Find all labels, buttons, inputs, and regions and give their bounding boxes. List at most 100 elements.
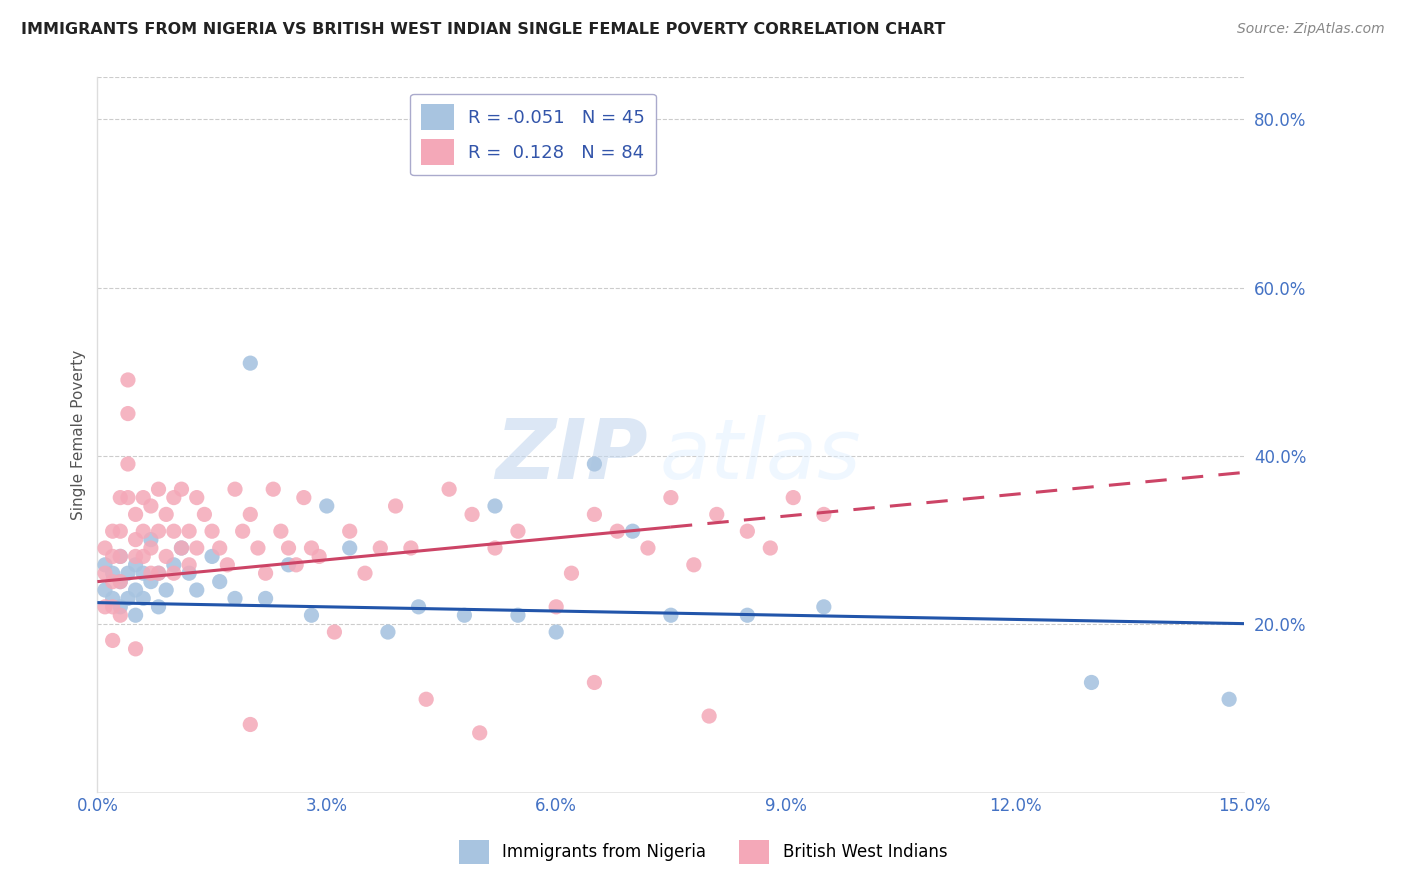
Point (201, 549, 224, 564)
Point (217, 558, 239, 572)
Point (139, 499, 162, 513)
Point (506, 608, 529, 623)
Point (339, 541, 361, 555)
Y-axis label: Single Female Poverty: Single Female Poverty (72, 350, 86, 520)
Point (637, 541, 659, 555)
Point (437, 482, 460, 496)
Point (368, 541, 391, 555)
Point (224, 482, 246, 496)
Point (315, 499, 337, 513)
Point (163, 524, 186, 539)
Point (94, 582, 117, 597)
Point (208, 541, 231, 555)
Point (101, 524, 124, 539)
Point (94, 566, 117, 581)
Point (292, 491, 315, 505)
Point (1080, 675, 1102, 690)
Point (193, 508, 215, 522)
Point (301, 608, 323, 623)
Point (117, 591, 139, 606)
Point (706, 508, 728, 522)
Point (682, 558, 704, 572)
Point (377, 625, 399, 640)
Point (399, 541, 422, 555)
Point (132, 491, 155, 505)
Point (277, 541, 299, 555)
Point (170, 541, 193, 555)
Point (117, 373, 139, 387)
Point (560, 566, 582, 581)
Point (461, 508, 484, 522)
Point (179, 566, 201, 581)
Text: IMMIGRANTS FROM NIGERIA VS BRITISH WEST INDIAN SINGLE FEMALE POVERTY CORRELATION: IMMIGRANTS FROM NIGERIA VS BRITISH WEST … (21, 22, 945, 37)
Point (110, 524, 132, 539)
Point (813, 599, 835, 614)
Text: ZIP: ZIP (495, 416, 648, 497)
Point (139, 541, 162, 555)
Point (139, 566, 162, 581)
Point (163, 491, 186, 505)
Point (339, 524, 361, 539)
Point (110, 574, 132, 589)
Point (124, 549, 146, 564)
Point (101, 633, 124, 648)
Point (155, 549, 177, 564)
Point (782, 491, 804, 505)
Point (94, 541, 117, 555)
Point (155, 582, 177, 597)
Point (659, 491, 682, 505)
Point (208, 574, 231, 589)
Point (759, 541, 782, 555)
Point (254, 566, 277, 581)
Point (124, 508, 146, 522)
Point (117, 566, 139, 581)
Point (484, 499, 506, 513)
Point (124, 558, 146, 572)
Point (415, 692, 437, 706)
Point (201, 524, 224, 539)
Point (621, 524, 644, 539)
Point (737, 608, 759, 623)
Point (468, 726, 491, 740)
Point (179, 524, 201, 539)
Point (124, 608, 146, 623)
Point (232, 524, 254, 539)
Point (224, 591, 246, 606)
Point (186, 582, 208, 597)
Point (737, 524, 759, 539)
Point (110, 574, 132, 589)
Point (110, 549, 132, 564)
Point (101, 599, 124, 614)
Point (484, 541, 506, 555)
Point (583, 675, 606, 690)
Point (277, 558, 299, 572)
Point (606, 524, 628, 539)
Point (239, 508, 262, 522)
Point (148, 524, 170, 539)
Point (308, 549, 330, 564)
Point (94, 599, 117, 614)
Point (239, 356, 262, 370)
Point (117, 407, 139, 421)
Point (1218, 692, 1240, 706)
Point (323, 625, 346, 640)
Point (132, 591, 155, 606)
Legend: Immigrants from Nigeria, British West Indians: Immigrants from Nigeria, British West In… (451, 833, 955, 871)
Point (163, 558, 186, 572)
Point (132, 566, 155, 581)
Legend: R = -0.051   N = 45, R =  0.128   N = 84: R = -0.051 N = 45, R = 0.128 N = 84 (411, 94, 657, 176)
Point (124, 641, 146, 656)
Text: atlas: atlas (659, 416, 860, 497)
Point (659, 608, 682, 623)
Point (101, 566, 124, 581)
Point (506, 524, 529, 539)
Point (110, 608, 132, 623)
Point (546, 599, 568, 614)
Point (124, 582, 146, 597)
Point (132, 524, 155, 539)
Point (155, 508, 177, 522)
Point (384, 499, 406, 513)
Point (148, 599, 170, 614)
Point (813, 508, 835, 522)
Point (170, 482, 193, 496)
